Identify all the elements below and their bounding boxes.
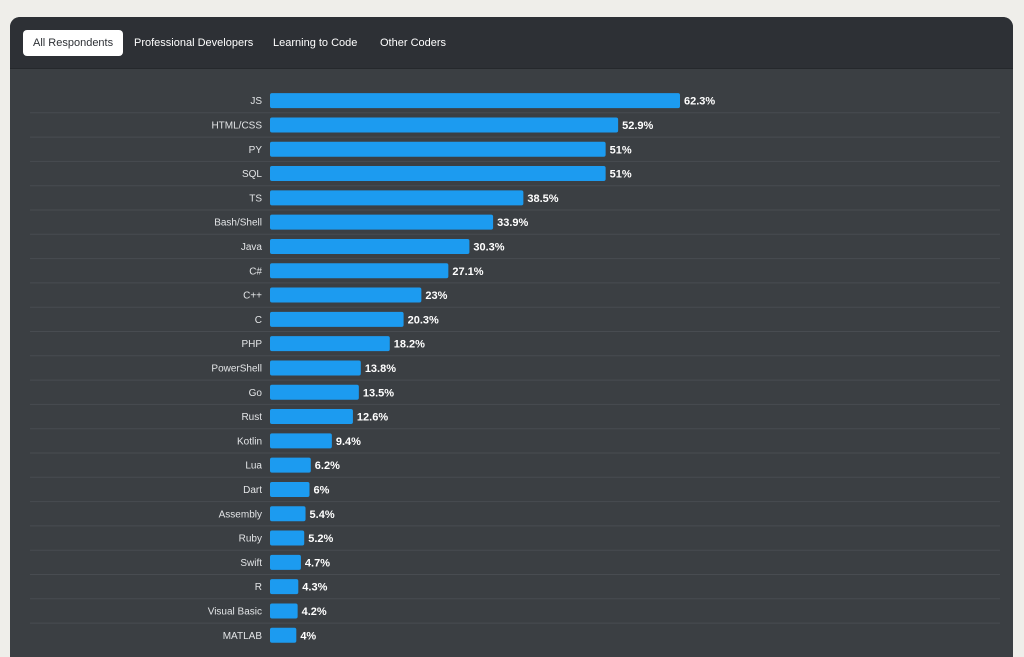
category-label-r: R [255, 582, 262, 593]
category-label-cpp: C++ [243, 291, 262, 302]
bar-php[interactable] [270, 336, 390, 352]
bar-powershell[interactable] [270, 360, 361, 376]
bar-java[interactable] [270, 238, 470, 254]
category-label-powershell: PowerShell [211, 363, 262, 374]
bar-bash-shell[interactable] [270, 214, 494, 230]
value-label-c: 20.3% [408, 314, 439, 326]
category-label-lua: Lua [245, 461, 262, 472]
value-label-ts: 38.5% [527, 193, 558, 205]
bar-visual-basic[interactable] [270, 603, 298, 619]
tab-learning-to-code[interactable]: Learning to Code [273, 37, 358, 49]
value-label-swift: 4.7% [305, 557, 330, 569]
category-label-php: PHP [241, 339, 262, 350]
bar-ts[interactable] [270, 190, 524, 206]
value-label-lua: 6.2% [315, 460, 340, 472]
tab-professional-developers[interactable]: Professional Developers [134, 37, 254, 49]
bar-kotlin[interactable] [270, 433, 332, 449]
category-label-py: PY [249, 145, 263, 156]
value-label-visual-basic: 4.2% [302, 606, 327, 618]
tab-bar: All Respondents Professional Developers … [10, 17, 1013, 69]
category-label-dart: Dart [243, 485, 262, 496]
bar-py[interactable] [270, 141, 606, 157]
bar-r[interactable] [270, 579, 299, 595]
category-label-visual-basic: Visual Basic [208, 606, 262, 617]
bar-sql[interactable] [270, 166, 606, 182]
value-label-bash-shell: 33.9% [497, 217, 528, 229]
value-label-kotlin: 9.4% [336, 436, 361, 448]
category-label-ts: TS [249, 193, 262, 204]
category-label-rust: Rust [241, 412, 262, 423]
category-label-csharp: C# [249, 266, 262, 277]
value-label-go: 13.5% [363, 387, 394, 399]
category-label-ruby: Ruby [239, 534, 262, 545]
value-label-php: 18.2% [394, 339, 425, 351]
bar-js[interactable] [270, 93, 680, 109]
category-label-assembly: Assembly [219, 509, 262, 520]
value-label-r: 4.3% [302, 582, 327, 594]
bar-csharp[interactable] [270, 263, 449, 279]
bar-matlab[interactable] [270, 627, 297, 643]
bar-html-css[interactable] [270, 117, 619, 133]
value-label-csharp: 27.1% [452, 266, 483, 278]
value-label-assembly: 5.4% [310, 509, 335, 521]
bar-c[interactable] [270, 311, 404, 327]
category-label-swift: Swift [240, 558, 262, 569]
category-label-bash-shell: Bash/Shell [214, 218, 262, 229]
value-label-rust: 12.6% [357, 412, 388, 424]
category-label-sql: SQL [242, 169, 262, 180]
value-label-ruby: 5.2% [308, 533, 333, 545]
bar-cpp[interactable] [270, 287, 422, 303]
value-label-java: 30.3% [473, 241, 504, 253]
value-label-sql: 51% [610, 169, 632, 181]
value-label-cpp: 23% [425, 290, 447, 302]
value-label-matlab: 4% [300, 630, 316, 642]
category-label-html-css: HTML/CSS [211, 120, 262, 131]
value-label-py: 51% [610, 144, 632, 156]
bar-dart[interactable] [270, 481, 310, 497]
bar-lua[interactable] [270, 457, 311, 473]
bar-go[interactable] [270, 384, 359, 400]
tab-other-coders[interactable]: Other Coders [380, 37, 447, 49]
bar-rust[interactable] [270, 409, 353, 425]
value-label-js: 62.3% [684, 96, 715, 108]
bar-ruby[interactable] [270, 530, 305, 546]
tab-all-respondents[interactable]: All Respondents [23, 30, 124, 56]
category-label-kotlin: Kotlin [237, 436, 262, 447]
category-label-java: Java [241, 242, 263, 253]
value-label-html-css: 52.9% [622, 120, 653, 132]
value-label-dart: 6% [313, 484, 329, 496]
bar-swift[interactable] [270, 554, 301, 570]
category-label-go: Go [249, 388, 263, 399]
category-label-c: C [255, 315, 262, 326]
category-label-matlab: MATLAB [223, 631, 263, 642]
category-label-js: JS [250, 96, 262, 107]
bar-assembly[interactable] [270, 506, 306, 522]
value-label-powershell: 13.8% [365, 363, 396, 375]
